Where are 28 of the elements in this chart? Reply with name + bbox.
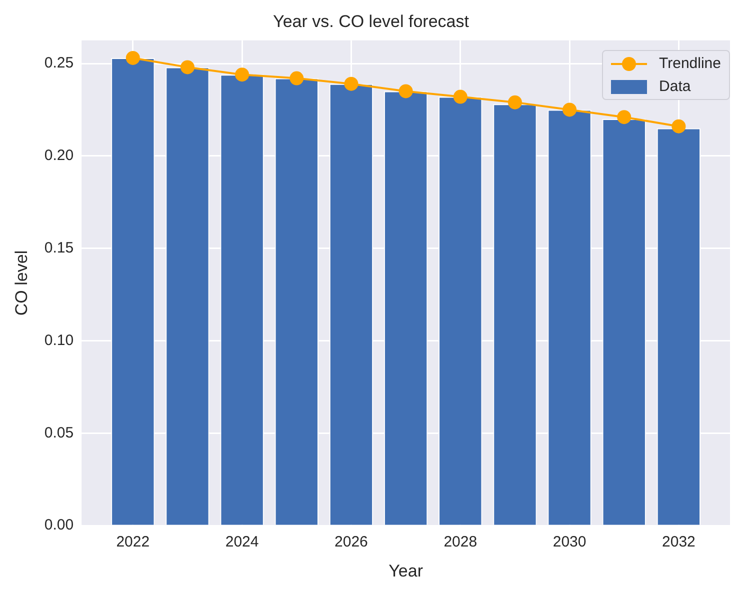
y-tick-label: 0.15 — [44, 239, 74, 256]
point — [672, 119, 686, 134]
x-axis-title: Year — [388, 561, 424, 580]
point — [617, 110, 632, 124]
point — [398, 84, 413, 98]
x-tick-label: 2024 — [225, 534, 259, 551]
y-tick-label: 0.20 — [44, 147, 74, 164]
x-tick-label: 2022 — [116, 534, 150, 551]
point — [508, 95, 522, 110]
point — [453, 90, 468, 104]
point — [562, 102, 577, 117]
x-tick-label: 2032 — [662, 534, 696, 551]
point — [290, 71, 304, 86]
y-axis-title: CO level — [12, 250, 31, 316]
y-tick-label: 0.25 — [44, 54, 74, 72]
point — [344, 76, 358, 91]
y-tick-label: 0.05 — [44, 424, 74, 442]
y-tick-label: 0.00 — [44, 516, 74, 534]
legend-label: Trendline — [659, 55, 721, 72]
point — [235, 68, 250, 82]
y-tick-label: 0.10 — [44, 332, 74, 349]
point — [126, 50, 140, 65]
legend-label: Data — [659, 78, 691, 95]
x-tick-label: 2030 — [552, 534, 586, 551]
x-tick-label: 2028 — [444, 534, 478, 551]
point — [180, 60, 194, 74]
chart-title: Year vs. CO level forecast — [273, 12, 470, 31]
x-tick-label: 2026 — [334, 534, 368, 551]
